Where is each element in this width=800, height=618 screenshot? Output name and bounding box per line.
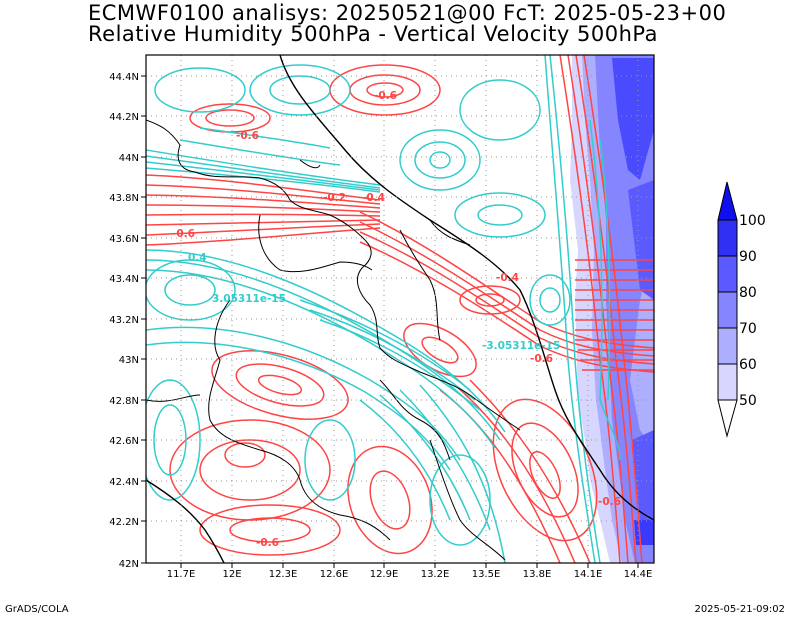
colorbar-segment-50 <box>717 399 738 438</box>
lat-tick: 42N <box>119 559 139 570</box>
red-band-west <box>146 174 381 246</box>
cyan-band-east <box>544 55 621 563</box>
lat-tick: 44.4N <box>109 72 139 83</box>
colorbar-label: 90 <box>739 249 757 265</box>
cyan-cells <box>146 64 571 546</box>
lat-tick: 43.4N <box>109 274 139 285</box>
plot-area <box>146 55 654 563</box>
software-credit: GrADS/COLA <box>5 604 69 615</box>
lat-tick: 43.6N <box>109 234 139 245</box>
colorbar <box>717 181 738 438</box>
contour-label: 3.05311e-15 <box>212 293 286 305</box>
contour-label: -3.05311e-15 <box>482 340 560 352</box>
chart-subtitle: Relative Humidity 500hPa - Vertical Velo… <box>88 22 658 46</box>
lon-tick: 12E <box>222 569 241 580</box>
lat-tick: 43.8N <box>109 193 139 204</box>
tick-marks <box>141 75 639 568</box>
contour-label: -0.6 <box>598 496 621 508</box>
lon-tick: 13.5E <box>472 569 501 580</box>
lat-tick: 42.6N <box>109 436 139 447</box>
contour-label: -0.4 <box>496 272 519 284</box>
lon-tick: 12.9E <box>370 569 399 580</box>
red-cells <box>169 64 598 563</box>
lon-tick: 13.2E <box>421 569 450 580</box>
lat-tick-labels: 42N 42.2N 42.4N 42.6N 42.8N 43N 43.2N 43… <box>109 72 139 570</box>
lon-tick: 14.4E <box>624 569 653 580</box>
lat-tick: 42.4N <box>109 477 139 488</box>
colorbar-label: 80 <box>739 285 757 301</box>
lat-tick: 44.2N <box>109 112 139 123</box>
contour-label: 0.4 <box>188 252 207 264</box>
colorbar-segment-70 <box>717 327 738 365</box>
cyan-band-diagonal <box>146 249 506 563</box>
contour-label: -0.6 <box>236 130 259 142</box>
lat-tick: 44N <box>119 153 139 164</box>
colorbar-top-arrow <box>717 181 738 221</box>
lon-tick: 12.6E <box>320 569 349 580</box>
contour-labels: -0.6 -0.6 -0.2 -0.4 -0.6 0.4 3.05311e-15… <box>172 90 621 549</box>
chart-title: ECMWF0100 analisys: 20250521@00 FcT: 202… <box>88 1 727 25</box>
coastline-and-borders <box>146 55 654 563</box>
contour-label: -0.6 <box>172 228 195 240</box>
contour-label: -0.2 <box>323 192 346 204</box>
lon-tick-labels: 11.7E 12E 12.3E 12.6E 12.9E 13.2E 13.5E … <box>167 569 653 580</box>
colorbar-segment-90 <box>717 255 738 293</box>
contour-label: -0.6 <box>256 537 279 549</box>
lon-tick: 12.3E <box>269 569 298 580</box>
lat-tick: 42.2N <box>109 517 139 528</box>
lat-tick: 42.8N <box>109 396 139 407</box>
colorbar-label: 70 <box>739 321 757 337</box>
colorbar-segment-60 <box>717 363 738 401</box>
contour-label: -0.6 <box>374 90 397 102</box>
positive-omega-contours <box>146 55 621 563</box>
lat-tick: 43N <box>119 355 139 366</box>
lon-tick: 11.7E <box>167 569 196 580</box>
colorbar-label: 60 <box>739 357 757 373</box>
red-band-diagonal <box>359 211 654 373</box>
timestamp: 2025-05-21-09:02 <box>694 604 785 615</box>
lon-tick: 13.8E <box>523 569 552 580</box>
colorbar-label: 50 <box>739 393 757 409</box>
colorbar-labels: 50 60 70 80 90 100 <box>739 213 766 409</box>
lon-tick: 14.1E <box>574 569 603 580</box>
contour-label: -0.4 <box>362 192 385 204</box>
colorbar-label: 100 <box>739 213 766 229</box>
lat-tick: 43.2N <box>109 315 139 326</box>
colorbar-segment-80 <box>717 291 738 329</box>
plot-frame <box>145 54 655 564</box>
negative-omega-contours <box>146 55 654 563</box>
colorbar-segment-100 <box>717 219 738 257</box>
contour-label: -0.6 <box>530 353 553 365</box>
